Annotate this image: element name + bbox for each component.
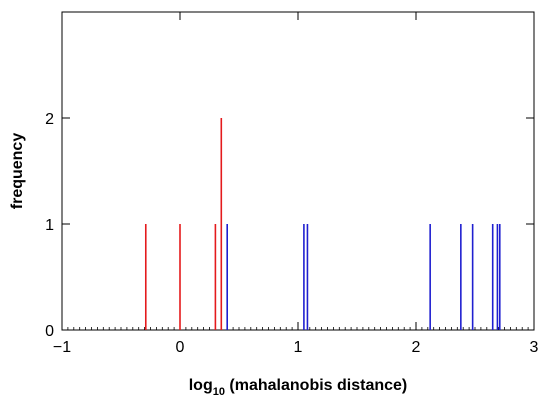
x-tick-label: 2 [412,339,421,356]
y-axis-label: frequency [9,133,26,210]
x-tick-label: 1 [294,339,303,356]
x-tick-label: 0 [176,339,185,356]
y-tick-label: 1 [45,217,54,234]
y-tick-label: 0 [45,323,54,340]
x-tick-label: −1 [53,339,71,356]
x-tick-label: 3 [530,339,539,356]
bars [144,118,501,330]
y-tick-label: 2 [45,111,54,128]
plot-area [61,11,535,331]
x-axis-label: log10 (mahalanobis distance) [189,377,408,398]
